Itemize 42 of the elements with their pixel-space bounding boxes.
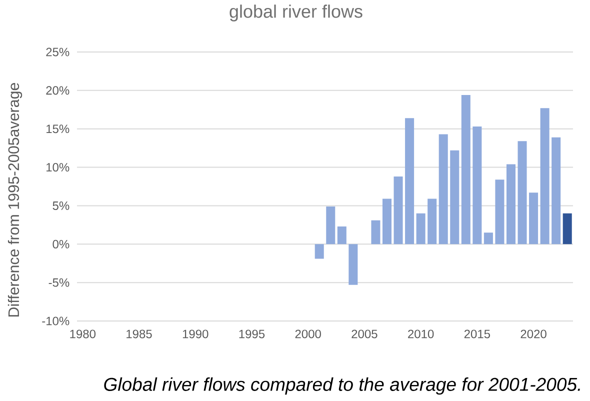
bar [405,118,414,244]
x-tick-label: 2010 [408,330,434,338]
x-tick-label: 2015 [464,330,490,338]
bar [472,126,482,244]
y-tick-label: 0% [52,240,70,248]
bar [484,232,493,244]
y-tick-label: 25% [46,48,70,56]
x-tick-label: 1980 [70,330,96,338]
bar [461,95,470,244]
bar [382,198,392,244]
bar [314,244,324,259]
bar [326,206,336,244]
x-tick-label: 2000 [295,330,321,338]
bar [529,192,538,244]
bar [540,108,550,244]
bar [552,137,561,244]
y-tick-label: -5% [48,278,70,287]
bar [394,176,403,244]
bar [450,150,460,244]
bar [506,164,516,244]
bar [518,141,527,244]
x-tick-label: 2005 [352,330,378,338]
bar [428,198,437,244]
y-tick-label: 10% [46,163,70,172]
chart-title: global river flows [230,4,362,22]
y-tick-label: -10% [42,316,70,326]
text: Global river flows compared to the average for 2001-2005. [104,377,580,395]
bar [416,213,426,244]
y-tick-label: 5% [52,202,70,210]
bar [371,220,380,244]
bar [562,213,572,244]
bar [438,134,448,244]
x-tick-label: 1990 [182,330,208,338]
bar [348,244,358,285]
y-tick-label: 15% [46,124,70,134]
bar [337,226,346,244]
x-tick-label: 1995 [239,330,265,338]
x-tick-label: 1985 [126,330,152,338]
y-axis-title: Difference from 1995-2005average [8,82,22,316]
bar [495,180,504,244]
x-tick-label: 2020 [520,330,546,338]
y-tick-label: 20% [46,86,70,95]
